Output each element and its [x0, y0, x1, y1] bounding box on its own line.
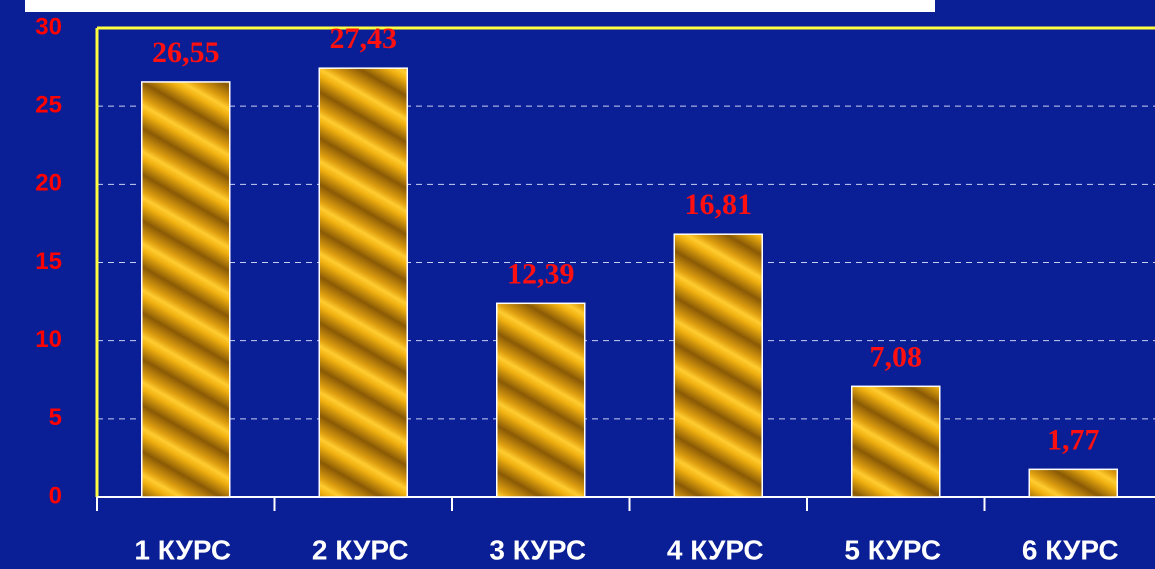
x-tick-label: 5 КУРС: [844, 534, 941, 565]
value-label: 12,39: [507, 257, 575, 290]
value-label: 7,08: [870, 340, 923, 373]
bar: [1028, 468, 1118, 498]
y-tick-label: 25: [35, 92, 62, 119]
value-label: 26,55: [152, 36, 220, 69]
y-tick-label: 30: [35, 13, 62, 40]
y-tick-label: 10: [35, 326, 62, 353]
x-tick-label: 1 КУРС: [134, 534, 231, 565]
header-box: [25, 0, 935, 12]
x-tick-label: 4 КУРС: [667, 534, 764, 565]
bar: [851, 385, 941, 498]
value-label: 27,43: [330, 22, 398, 55]
bar: [673, 233, 763, 498]
value-label: 16,81: [685, 188, 753, 221]
x-tick-label: 3 КУРС: [489, 534, 586, 565]
x-tick-label: 2 КУРС: [312, 534, 409, 565]
y-tick-label: 15: [35, 248, 62, 275]
y-tick-label: 20: [35, 170, 62, 197]
y-tick-label: 0: [49, 482, 62, 509]
bar: [496, 302, 586, 498]
y-tick-label: 5: [49, 404, 62, 431]
bar: [141, 81, 231, 498]
bar: [318, 67, 408, 498]
value-label: 1,77: [1047, 423, 1100, 456]
x-tick-label: 6 КУРС: [1022, 534, 1119, 565]
